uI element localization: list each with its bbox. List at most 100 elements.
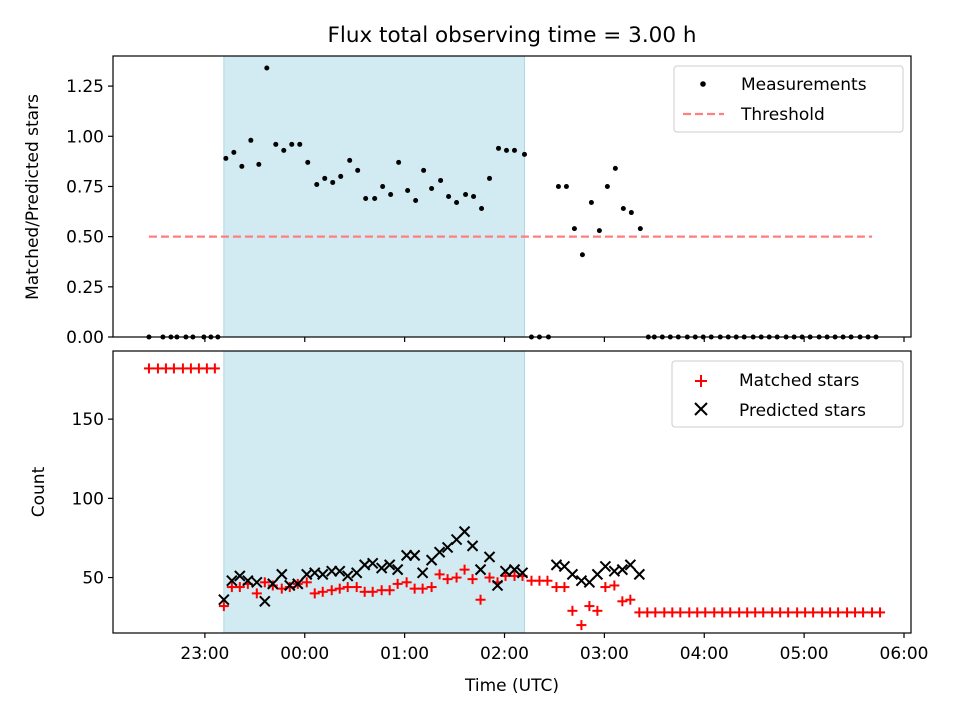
measurement-point — [223, 155, 229, 161]
measurement-point — [438, 177, 444, 183]
measurement-point — [297, 141, 303, 147]
legend-matched-marker — [695, 375, 707, 387]
matched-point — [426, 582, 437, 593]
measurement-point — [612, 165, 618, 171]
measurement-point — [314, 181, 320, 187]
matched-point — [725, 607, 736, 618]
xtick-label: 03:00 — [580, 644, 629, 664]
panel-counts: 50 100 150 23:00 00:00 01:00 02:00 03:00 04:00 05… — [29, 350, 929, 696]
xtick-label: 00:00 — [280, 644, 329, 664]
measurement-point — [463, 191, 469, 197]
matched-point — [284, 582, 295, 593]
measurement-point — [256, 161, 262, 167]
measurement-point — [347, 157, 353, 163]
matched-point — [367, 586, 378, 597]
measurement-point — [231, 149, 237, 155]
bottom-xlabel: Time (UTC) — [464, 676, 559, 696]
top-ytick-label: 0.25 — [66, 278, 104, 298]
top-ylabel: Matched/Predicted stars — [23, 94, 43, 300]
predicted-point — [433, 546, 446, 558]
series-matched-stars — [143, 363, 886, 631]
matched-point — [451, 572, 462, 583]
top-ytick-label: 1.25 — [66, 77, 104, 97]
predicted-point — [383, 559, 396, 571]
top-legend-box — [673, 65, 904, 133]
xtick-label: 23:00 — [180, 644, 229, 664]
measurement-point — [338, 173, 344, 179]
measurement-point — [281, 147, 287, 153]
matched-point — [417, 583, 428, 594]
measurement-point — [555, 183, 561, 189]
measurement-point — [305, 159, 311, 165]
top-axes: 0.00 0.25 0.50 0.75 1.00 1.25 — [66, 55, 912, 348]
matched-point — [326, 585, 337, 596]
matched-point — [650, 607, 661, 618]
measurement-point — [322, 175, 328, 181]
measurement-point — [620, 206, 626, 212]
predicted-point — [624, 559, 637, 571]
bottom-observing-window — [223, 350, 525, 634]
predicted-point — [259, 595, 271, 608]
matched-point — [758, 607, 769, 618]
bottom-legend: Matched stars Predicted stars — [671, 360, 904, 428]
predicted-point — [566, 568, 579, 581]
measurement-point — [388, 191, 394, 197]
matched-point — [467, 574, 478, 585]
legend-threshold-label: Threshold — [740, 105, 825, 125]
matched-point — [625, 594, 636, 605]
measurement-point — [413, 198, 419, 204]
predicted-point — [416, 567, 429, 579]
measurement-point — [330, 179, 336, 185]
measurement-point — [421, 167, 427, 173]
series-predicted-stars — [218, 525, 646, 608]
bottom-ytick-label: 100 — [72, 489, 104, 509]
predicted-point — [391, 563, 404, 576]
measurement-point — [454, 200, 460, 206]
measurement-point — [289, 141, 295, 147]
matched-point — [567, 605, 578, 616]
top-plot-area — [146, 55, 879, 340]
predicted-point — [226, 575, 238, 587]
matched-point — [267, 580, 278, 591]
measurement-point — [380, 183, 386, 189]
top-ytick-label: 0.50 — [66, 228, 104, 248]
predicted-point — [334, 565, 346, 577]
bottom-plot-area — [143, 350, 886, 634]
bottom-axes-frame — [112, 350, 912, 634]
xtick-label: 04:00 — [680, 644, 729, 664]
bottom-axes: 50 100 150 23:00 00:00 01:00 02:00 03:00 04:00 05… — [72, 350, 929, 664]
bottom-ytick-label: 50 — [82, 569, 104, 589]
measurement-point — [628, 210, 634, 216]
predicted-point — [599, 560, 612, 573]
matched-point — [301, 577, 312, 588]
predicted-point — [474, 563, 487, 576]
top-ytick-label: 0.75 — [66, 177, 104, 197]
predicted-point — [499, 565, 512, 577]
matched-point — [559, 582, 570, 593]
measurement-point — [248, 137, 254, 143]
matched-point — [833, 607, 844, 618]
measurement-point — [429, 185, 435, 191]
bottom-ytick-label: 150 — [72, 410, 104, 430]
predicted-point — [292, 578, 304, 590]
measurement-point — [496, 145, 502, 151]
legend-matched-label: Matched stars — [739, 371, 859, 391]
matched-point — [675, 607, 686, 618]
matched-point — [143, 363, 154, 374]
bottom-ylabel: Count — [29, 466, 49, 517]
matched-point — [592, 605, 603, 616]
measurement-point — [571, 226, 577, 232]
series-measurements — [146, 65, 879, 340]
measurement-point — [264, 65, 270, 71]
matched-point — [168, 363, 179, 374]
matched-point — [392, 578, 403, 589]
predicted-point — [616, 563, 629, 576]
xtick-label: 05:00 — [780, 644, 829, 664]
top-legend: Measurements Threshold — [673, 65, 904, 133]
predicted-point — [375, 562, 388, 574]
matched-point — [576, 620, 587, 631]
matched-point — [234, 582, 245, 593]
predicted-point — [458, 525, 471, 538]
measurement-point — [471, 194, 477, 199]
